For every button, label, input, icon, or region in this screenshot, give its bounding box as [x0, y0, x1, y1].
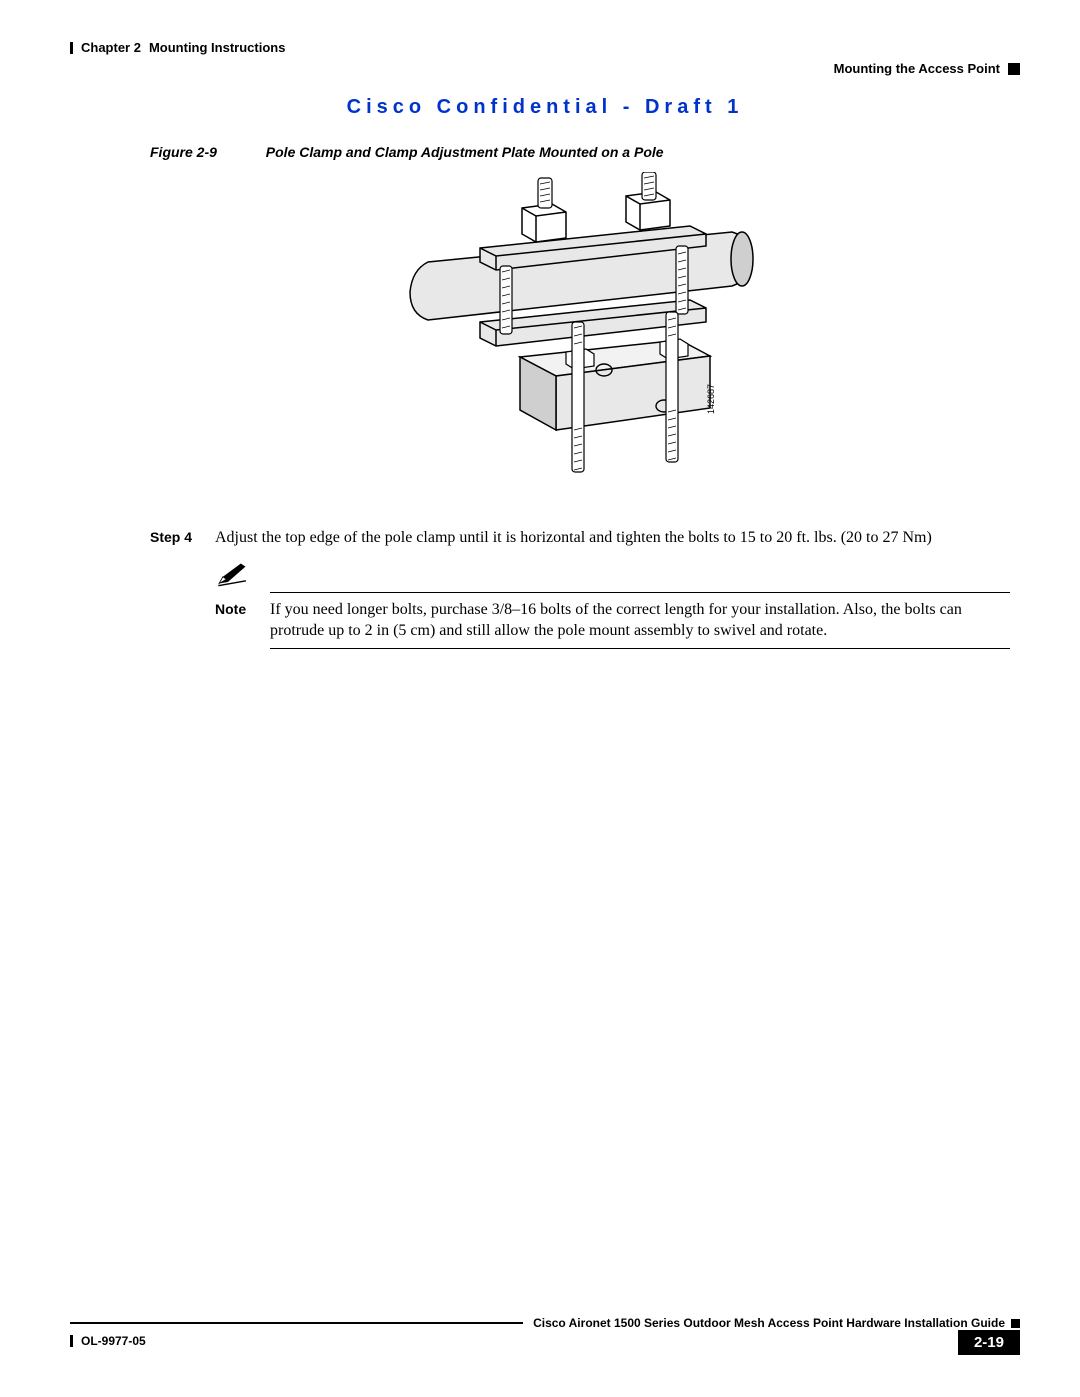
pencil-icon	[213, 560, 253, 593]
chapter-title: Mounting Instructions	[149, 40, 285, 55]
figure-caption: Figure 2-9 Pole Clamp and Clamp Adjustme…	[150, 144, 1010, 160]
figure-label: Figure 2-9	[150, 144, 217, 160]
section-title: Mounting the Access Point	[834, 61, 1000, 76]
note-label: Note	[215, 599, 270, 642]
pole-clamp-diagram-icon: 142687	[380, 172, 780, 502]
header-right: Mounting the Access Point	[70, 61, 1020, 76]
figure-illustration: 142687	[150, 172, 1010, 507]
step-4: Step 4 Adjust the top edge of the pole c…	[150, 527, 1010, 549]
header-tick-icon	[70, 42, 73, 54]
note-text: If you need longer bolts, purchase 3/8–1…	[270, 599, 1010, 642]
step-label: Step 4	[150, 527, 215, 549]
page-number-badge: 2-19	[958, 1330, 1020, 1355]
chapter-label: Chapter 2	[81, 40, 141, 55]
confidential-banner: Cisco Confidential - Draft 1	[70, 96, 1020, 119]
footer-doc-number-group: OL-9977-05	[70, 1334, 146, 1348]
header-square-icon	[1008, 63, 1020, 75]
page-header: Chapter 2 Mounting Instructions	[70, 40, 1020, 55]
page-footer: Cisco Aironet 1500 Series Outdoor Mesh A…	[70, 1316, 1020, 1355]
step-text: Adjust the top edge of the pole clamp un…	[215, 527, 1010, 549]
header-left: Chapter 2 Mounting Instructions	[70, 40, 285, 55]
footer-rule	[70, 1322, 523, 1324]
content-area: Figure 2-9 Pole Clamp and Clamp Adjustme…	[70, 144, 1020, 649]
figure-title: Pole Clamp and Clamp Adjustment Plate Mo…	[266, 144, 664, 160]
drawing-number: 142687	[706, 384, 716, 414]
note-rule-bottom	[270, 648, 1010, 649]
footer-square-icon	[1011, 1319, 1020, 1328]
note-pencil-row	[215, 563, 1010, 590]
footer-doc-number: OL-9977-05	[81, 1334, 146, 1348]
footer-guide-title: Cisco Aironet 1500 Series Outdoor Mesh A…	[533, 1316, 1005, 1330]
footer-tick-icon	[70, 1335, 73, 1347]
note-block: Note If you need longer bolts, purchase …	[215, 563, 1010, 649]
note-rule-top	[270, 592, 1010, 593]
